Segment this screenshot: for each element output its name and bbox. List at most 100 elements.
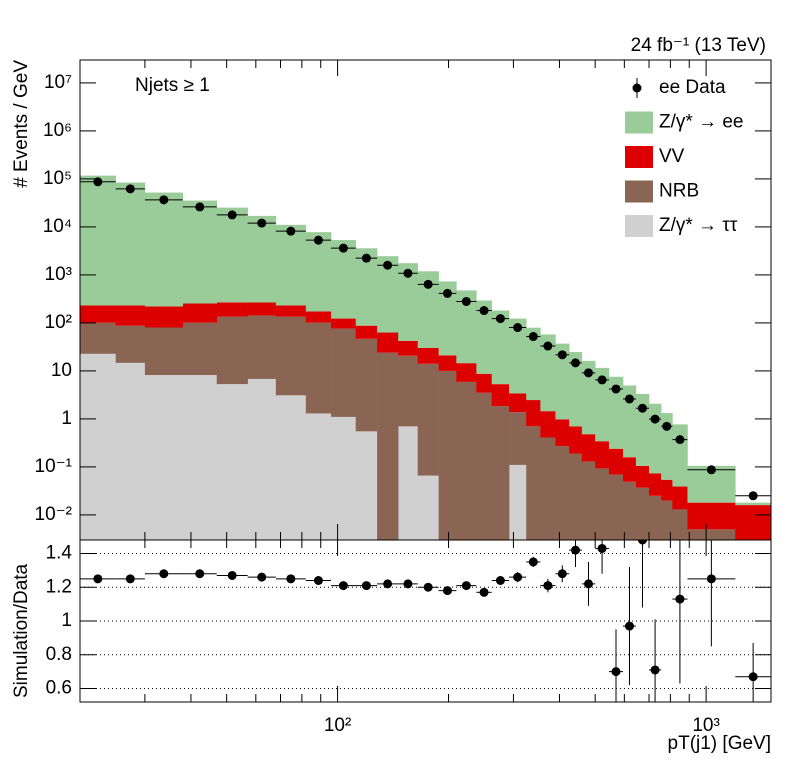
ratio-point xyxy=(461,581,471,591)
ratio-point xyxy=(624,621,634,631)
data-point xyxy=(637,403,647,413)
ratio-point xyxy=(557,569,567,579)
histogram-bar xyxy=(526,327,541,401)
y-tick-label: 10⁴ xyxy=(43,216,72,237)
histogram-bar xyxy=(569,453,583,540)
histogram-bar xyxy=(623,385,637,458)
ratio-point xyxy=(93,574,103,584)
legend-swatch xyxy=(625,215,653,237)
data-point xyxy=(748,491,758,501)
data-point xyxy=(675,435,685,445)
y-tick-label: 10 xyxy=(51,360,72,381)
data-point xyxy=(403,268,413,278)
histogram-bar xyxy=(398,426,419,540)
ratio-point xyxy=(257,572,267,582)
histogram-bar xyxy=(581,461,596,540)
histogram-bar xyxy=(417,475,439,540)
histogram-bar xyxy=(216,316,248,385)
histogram-bar xyxy=(491,406,510,540)
data-point xyxy=(706,465,716,475)
main-plot xyxy=(80,175,771,540)
histogram-bar xyxy=(635,487,650,540)
histogram-bar xyxy=(595,468,610,540)
data-point xyxy=(624,394,634,404)
ratio-point xyxy=(286,574,296,584)
data-point xyxy=(125,184,135,194)
histogram-bar xyxy=(438,370,457,540)
histogram-bar xyxy=(456,381,477,540)
histogram-bar xyxy=(491,310,510,385)
ratio-point xyxy=(313,576,323,585)
legend-swatch xyxy=(625,180,653,203)
histogram-bar xyxy=(623,481,637,540)
histogram-bar xyxy=(115,305,146,326)
data-point xyxy=(286,226,296,236)
histogram-bar xyxy=(649,403,662,474)
data-point xyxy=(159,195,169,205)
ratio-point xyxy=(423,582,433,592)
ratio-point xyxy=(403,579,413,589)
ratio-point xyxy=(125,574,135,584)
data-point xyxy=(513,323,523,333)
y-tick-label: 1 xyxy=(61,610,72,631)
histogram-bar xyxy=(216,302,248,317)
histogram-bar xyxy=(735,505,771,540)
histogram-bar xyxy=(377,332,399,353)
histogram-bar xyxy=(331,416,357,540)
histogram-bar xyxy=(623,457,637,482)
data-point xyxy=(570,358,580,368)
data-point xyxy=(361,253,371,263)
histogram-bar xyxy=(355,431,378,540)
histogram-bar xyxy=(649,495,662,540)
data-point xyxy=(423,279,433,289)
data-point xyxy=(93,177,103,187)
histogram-bar xyxy=(275,305,307,317)
data-point xyxy=(557,350,567,360)
data-point xyxy=(461,296,471,306)
ratio-plot xyxy=(80,540,771,702)
histogram-bar xyxy=(509,464,527,540)
histogram-bar xyxy=(438,281,457,356)
histogram-bar xyxy=(476,373,493,393)
histogram-bar xyxy=(115,325,146,363)
y-tick-label: 10⁻² xyxy=(35,504,73,525)
lumi-label: 24 fb⁻¹ (13 TeV) xyxy=(631,35,766,56)
histogram-bar xyxy=(649,473,662,496)
histogram-bar xyxy=(476,300,493,374)
histogram-bar xyxy=(115,182,146,306)
y-tick-label: 10³ xyxy=(45,264,72,285)
ratio-point xyxy=(650,665,660,675)
data-point xyxy=(227,210,237,220)
histogram-bar xyxy=(247,378,277,540)
ratio-point xyxy=(383,579,393,589)
histogram-bar xyxy=(540,334,556,412)
y-tick-label: 10⁵ xyxy=(43,168,72,189)
histogram-bar xyxy=(635,393,650,466)
histogram-bar xyxy=(275,224,307,306)
histogram-bar xyxy=(526,426,541,540)
legend-swatch xyxy=(625,146,653,168)
ratio-point xyxy=(195,569,205,579)
histogram-bar xyxy=(595,441,610,469)
histogram-bar xyxy=(555,343,570,420)
histogram-bar xyxy=(182,322,218,376)
histogram-bar xyxy=(305,232,332,312)
ratio-point xyxy=(706,574,716,584)
ratio-point xyxy=(583,579,593,589)
histogram-bar xyxy=(555,446,570,540)
legend-swatch xyxy=(625,111,653,134)
histogram-bar xyxy=(182,375,218,540)
histogram-bar xyxy=(608,448,624,475)
ratio-point xyxy=(528,557,538,567)
histogram-bar xyxy=(247,215,277,303)
legend-label: Z/γ* → ττ xyxy=(659,215,738,236)
histogram-bar xyxy=(398,355,419,427)
annotation: Njets ≥ 1 xyxy=(135,75,210,96)
ratio-frame xyxy=(79,539,772,703)
legend-label: NRB xyxy=(659,181,699,202)
y-tick-label: 10⁶ xyxy=(43,120,72,141)
ratio-point xyxy=(675,594,685,604)
ratio-point xyxy=(495,576,505,585)
histogram-bar xyxy=(608,376,624,449)
data-point xyxy=(338,243,348,253)
